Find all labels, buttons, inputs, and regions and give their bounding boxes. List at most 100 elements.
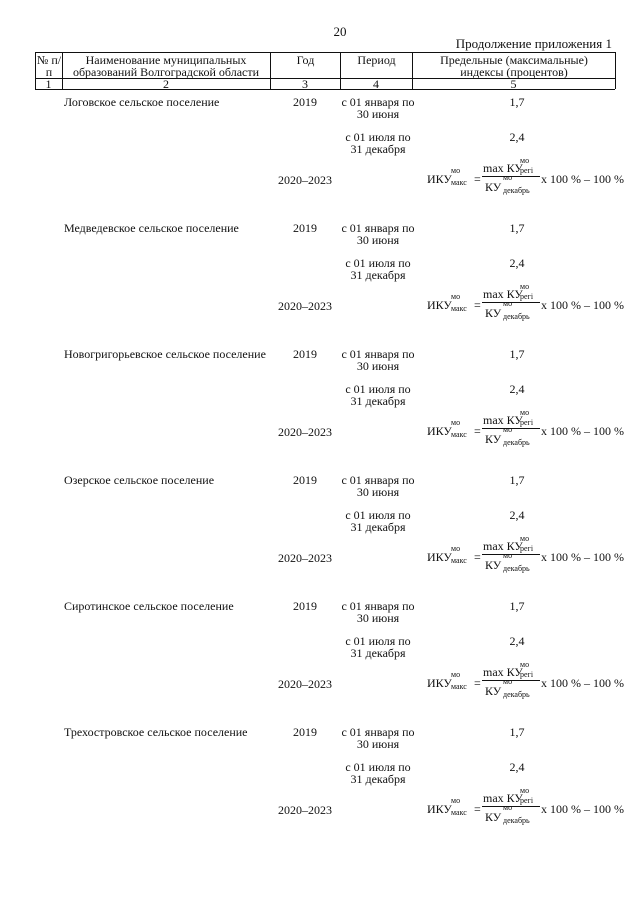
- column-header: Год: [296, 53, 315, 67]
- formula-text: макс: [451, 682, 467, 691]
- formula-text: =: [474, 676, 481, 690]
- index-value: 1,7: [509, 725, 525, 739]
- formula-text: макс: [451, 808, 467, 817]
- settlement-name: Озерское сельское поселение: [64, 473, 215, 487]
- year: 2019: [293, 725, 317, 739]
- formula-text: макс: [451, 304, 467, 313]
- index-value: 2,4: [509, 634, 525, 648]
- period: с 01 января по 30 июня: [341, 221, 415, 247]
- index-value: 1,7: [509, 347, 525, 361]
- formula-text: макс: [451, 178, 467, 187]
- formula-text: КУ: [485, 180, 502, 194]
- column-header: Период: [357, 53, 396, 67]
- period: с 01 января по 30 июня: [341, 347, 415, 373]
- period: с 01 января по 30 июня: [341, 95, 415, 121]
- index-value: 1,7: [509, 95, 525, 109]
- formula-text: ИКУ: [427, 550, 452, 564]
- formula-text: max КУ: [483, 287, 523, 301]
- formula-text: =: [474, 172, 481, 186]
- formula-text: ИКУ: [427, 424, 452, 438]
- year-range: 2020–2023: [278, 677, 332, 691]
- year-range: 2020–2023: [278, 173, 332, 187]
- formula-text: =: [474, 298, 481, 312]
- table-border: [270, 52, 271, 89]
- fraction-line: [482, 806, 540, 807]
- year-range: 2020–2023: [278, 803, 332, 817]
- period: с 01 июля по 31 декабря: [345, 760, 411, 786]
- year: 2019: [293, 347, 317, 361]
- fraction-line: [482, 302, 540, 303]
- formula-text: мо: [503, 803, 513, 812]
- formula: ИКУ мо макс = max КУ мо регi КУ мо декабрь x 100 %…: [427, 283, 624, 328]
- formula-text: мо: [520, 282, 530, 291]
- formula-text: декабрь: [503, 186, 530, 195]
- table-border: [35, 78, 615, 79]
- formula-text: ИКУ: [427, 676, 452, 690]
- formula-text: мо: [520, 534, 530, 543]
- formula-text: x 100 % – 100 %: [541, 802, 624, 816]
- formula-text: x 100 % – 100 %: [541, 298, 624, 312]
- formula-text: мо: [520, 786, 530, 795]
- formula-text: =: [474, 802, 481, 816]
- formula-text: мо: [503, 425, 513, 434]
- index-value: 2,4: [509, 508, 525, 522]
- formula-text: мо: [520, 408, 530, 417]
- index-value: 1,7: [509, 221, 525, 235]
- formula-text: мо: [451, 292, 461, 301]
- formula-text: регi: [520, 670, 534, 679]
- column-header: Предельные (максимальные) индексы (проце…: [440, 53, 588, 79]
- formula: ИКУ мо макс = max КУ мо регi КУ мо декабрь x 100 %…: [427, 535, 624, 580]
- year: 2019: [293, 221, 317, 235]
- formula-text: max КУ: [483, 413, 523, 427]
- settlement-name: Логовское сельское поселение: [64, 95, 220, 109]
- formula-text: =: [474, 550, 481, 564]
- year-range: 2020–2023: [278, 551, 332, 565]
- page-number: 20: [333, 24, 347, 39]
- formula-text: мо: [451, 544, 461, 553]
- formula-text: ИКУ: [427, 298, 452, 312]
- formula-text: регi: [520, 418, 534, 427]
- period: с 01 июля по 31 декабря: [345, 508, 411, 534]
- column-number: 2: [163, 77, 169, 91]
- column-header: № п/п: [36, 53, 62, 79]
- formula-text: регi: [520, 796, 534, 805]
- year: 2019: [293, 473, 317, 487]
- formula-text: регi: [520, 544, 534, 553]
- formula-text: декабрь: [503, 816, 530, 825]
- formula-text: мо: [503, 677, 513, 686]
- formula-text: мо: [503, 551, 513, 560]
- formula-text: мо: [451, 418, 461, 427]
- table-border: [615, 52, 616, 89]
- formula-text: макс: [451, 430, 467, 439]
- formula-text: x 100 % – 100 %: [541, 172, 624, 186]
- column-number: 1: [45, 77, 52, 91]
- index-value: 2,4: [509, 760, 525, 774]
- period: с 01 июля по 31 декабря: [345, 634, 411, 660]
- period: с 01 июля по 31 декабря: [345, 382, 411, 408]
- formula-text: ИКУ: [427, 802, 452, 816]
- formula-text: =: [474, 424, 481, 438]
- settlement-name: Сиротинское сельское поселение: [64, 599, 234, 613]
- table-border: [412, 52, 413, 89]
- formula-text: мо: [503, 173, 513, 182]
- fraction-line: [482, 680, 540, 681]
- continuation: Продолжение приложения 1: [455, 36, 612, 51]
- formula-text: max КУ: [483, 665, 523, 679]
- formula-text: КУ: [485, 306, 502, 320]
- formula-text: max КУ: [483, 791, 523, 805]
- table-border: [340, 52, 341, 89]
- period: с 01 января по 30 июня: [341, 473, 415, 499]
- settlement-name: Медведевское сельское поселение: [64, 221, 239, 235]
- fraction-line: [482, 176, 540, 177]
- formula: ИКУ мо макс = max КУ мо регi КУ мо декабрь x 100 %…: [427, 787, 624, 832]
- column-header: Наименование муниципальных образований В…: [72, 53, 260, 79]
- formula-text: x 100 % – 100 %: [541, 424, 624, 438]
- formula-text: мо: [520, 156, 530, 165]
- year-range: 2020–2023: [278, 299, 332, 313]
- index-value: 1,7: [509, 473, 525, 487]
- formula-text: декабрь: [503, 312, 530, 321]
- formula: ИКУ мо макс = max КУ мо регi КУ мо декабрь x 100 %…: [427, 157, 624, 202]
- formula-text: КУ: [485, 810, 502, 824]
- formula-text: max КУ: [483, 161, 523, 175]
